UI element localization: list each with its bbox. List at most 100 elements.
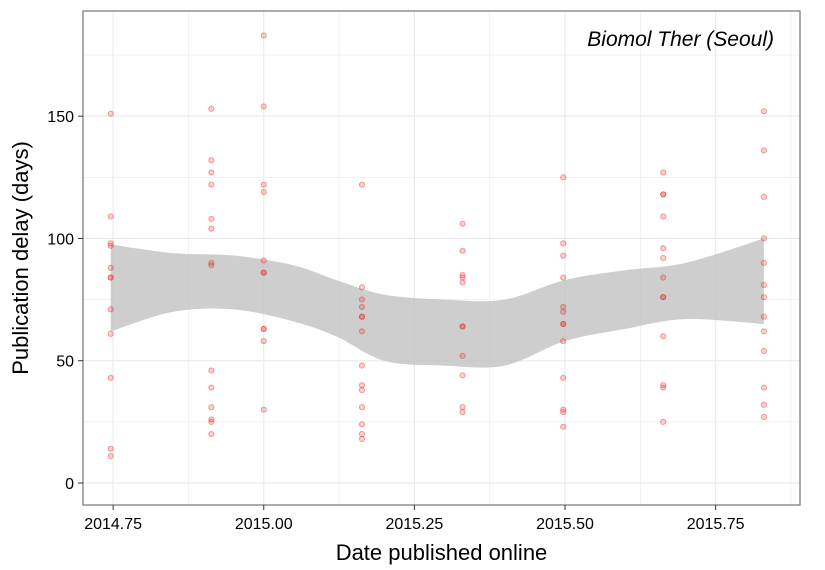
data-point (660, 191, 667, 198)
data-point (560, 240, 567, 247)
data-point (260, 269, 267, 276)
data-point (107, 453, 114, 460)
y-tick-label: 150 (47, 109, 74, 126)
data-point (459, 220, 466, 227)
data-point (358, 181, 366, 188)
data-point (760, 259, 767, 266)
data-point (208, 157, 215, 164)
data-point (560, 252, 567, 259)
data-points (107, 32, 767, 460)
data-point (660, 382, 667, 389)
axis-ticks: 2014.75 2015.00 2015.25 2015.50 2015.75 0 50 10… (47, 109, 744, 533)
data-point (358, 328, 366, 335)
y-tick-label: 50 (56, 354, 74, 371)
data-point (660, 213, 667, 220)
data-point (660, 169, 667, 176)
data-point (260, 257, 267, 264)
data-point (760, 401, 767, 408)
data-point (560, 174, 567, 181)
data-point (560, 374, 567, 381)
data-point (459, 279, 466, 286)
data-point (107, 274, 114, 281)
data-point (560, 320, 567, 328)
data-point (760, 281, 767, 288)
data-point (459, 274, 466, 281)
x-tick-label: 2014.75 (84, 516, 142, 533)
data-point (358, 303, 366, 310)
data-point (107, 306, 114, 313)
data-point (208, 262, 215, 269)
data-point (208, 404, 215, 411)
data-point (560, 338, 567, 345)
data-point (107, 274, 114, 281)
data-point (459, 404, 466, 411)
x-tick-label: 2015.75 (687, 516, 745, 533)
data-point (760, 294, 767, 301)
data-point (208, 384, 215, 391)
data-point (260, 325, 267, 332)
data-point (107, 242, 114, 249)
data-point (358, 421, 366, 428)
data-point (560, 274, 567, 281)
x-tick-label: 2015.00 (235, 516, 293, 533)
data-point (208, 169, 215, 176)
data-point (560, 303, 567, 310)
data-point (358, 404, 366, 411)
data-point (208, 181, 215, 188)
data-point (660, 191, 667, 198)
data-point (660, 333, 667, 340)
data-point (660, 294, 667, 301)
data-point (660, 418, 667, 425)
data-point (560, 308, 567, 315)
data-point (459, 372, 466, 379)
data-point (660, 294, 667, 301)
data-point (260, 325, 267, 332)
data-point (459, 247, 466, 254)
data-point (107, 240, 114, 247)
x-tick-label: 2015.25 (385, 516, 443, 533)
data-point (760, 147, 767, 154)
data-point (260, 32, 267, 39)
y-tick-label: 0 (65, 476, 74, 493)
data-point (459, 352, 466, 359)
data-point (760, 413, 767, 421)
data-point (760, 328, 767, 335)
data-point (107, 110, 114, 117)
data-point (107, 445, 114, 452)
data-point (459, 409, 466, 416)
data-point (459, 323, 466, 330)
data-point (560, 423, 567, 430)
plot-panel-border (82, 10, 801, 506)
data-point (358, 431, 366, 438)
data-point (358, 313, 366, 320)
data-point (107, 264, 114, 271)
data-point (760, 108, 767, 115)
y-tick-label: 100 (47, 231, 74, 248)
data-point (208, 418, 215, 425)
data-point (260, 338, 267, 345)
data-point (358, 362, 366, 369)
data-point (358, 313, 366, 320)
data-point (459, 272, 466, 279)
data-point (208, 367, 215, 374)
data-point (260, 269, 267, 276)
data-point (208, 416, 215, 423)
x-axis-title: Date published online (336, 540, 548, 565)
data-point (560, 406, 567, 413)
data-point (358, 382, 366, 389)
x-tick-label: 2015.50 (536, 516, 594, 533)
data-point (208, 225, 215, 232)
confidence-band (110, 238, 764, 368)
data-point (260, 103, 267, 110)
data-point (760, 235, 767, 242)
data-point (260, 181, 267, 188)
data-point (260, 188, 267, 196)
data-point (660, 274, 667, 281)
data-point (358, 387, 366, 394)
data-point (660, 254, 667, 262)
data-point (208, 431, 215, 438)
data-point (760, 347, 767, 354)
data-point (260, 406, 267, 413)
data-point (358, 284, 366, 291)
